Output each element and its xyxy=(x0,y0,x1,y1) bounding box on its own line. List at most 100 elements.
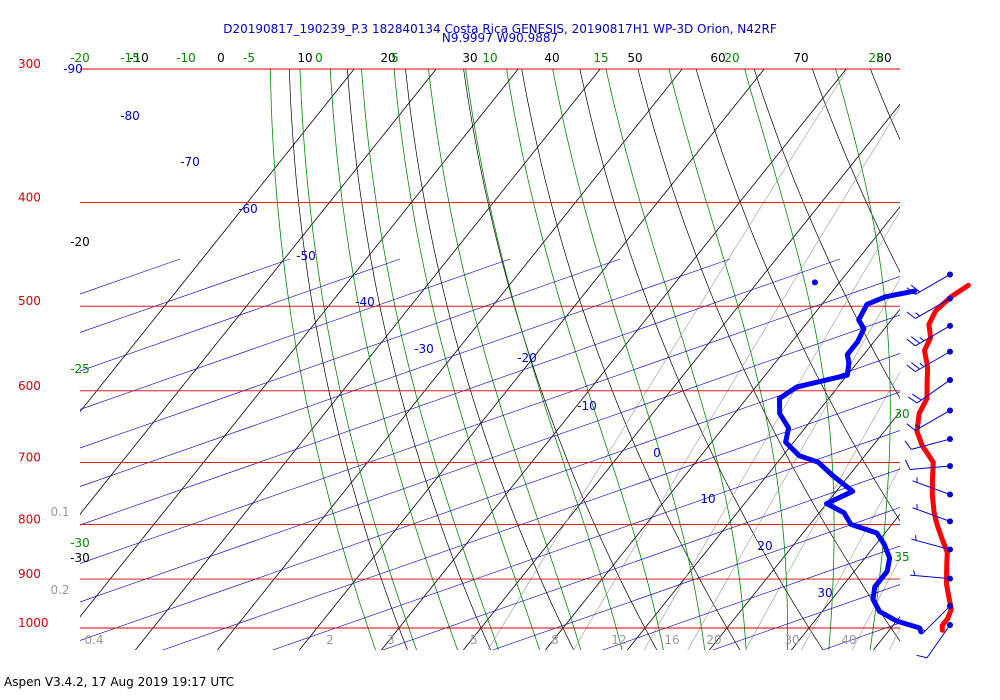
wind-barb-staff xyxy=(915,325,951,347)
wind-barb xyxy=(906,295,953,319)
moist-adiabat-label: -5 xyxy=(243,51,255,65)
moist-adiabat-label: 35 xyxy=(894,550,909,564)
wind-barb-staff xyxy=(916,379,951,404)
height-label: -90 xyxy=(63,62,83,76)
mixing-ratio-label: 20 xyxy=(706,633,721,647)
wind-barb xyxy=(910,570,953,582)
moist-adiabat-line xyxy=(506,69,664,650)
temp-axis-label: 50 xyxy=(627,51,642,65)
isotherm-line xyxy=(298,69,765,650)
dry-adiabat-line xyxy=(922,53,1000,655)
height-label: 0 xyxy=(653,446,661,460)
mixing-ratio-label: 30 xyxy=(784,633,799,647)
wind-barb-feather xyxy=(906,364,916,373)
wind-barb xyxy=(911,535,953,553)
isotherm-line xyxy=(544,206,900,650)
wind-barb-half-feather xyxy=(920,628,926,632)
mixing-ratio-label: 0.2 xyxy=(50,583,69,597)
height-label: 20 xyxy=(757,539,772,553)
isotherm-line xyxy=(462,103,900,650)
isotherm-line xyxy=(790,513,900,650)
moist-adiabat-label: 30 xyxy=(894,407,909,421)
mixing-ratio-line xyxy=(487,69,848,650)
moist-adiabat-line xyxy=(465,69,623,650)
footer-version: Aspen V3.4.2, 17 Aug 2019 19:17 UTC xyxy=(4,675,235,689)
height-line xyxy=(80,258,401,372)
isotherm-line xyxy=(80,69,437,515)
wind-barb-half-feather xyxy=(915,312,920,317)
moist-adiabat-line xyxy=(329,69,458,650)
mixing-ratio-line xyxy=(916,53,1000,655)
dry-adiabat-line xyxy=(811,69,900,273)
temp-axis-label: 10 xyxy=(297,51,312,65)
height-line xyxy=(821,622,900,650)
dry-adiabat-line xyxy=(579,69,824,650)
mixing-ratio-line xyxy=(888,628,900,650)
moist-adiabat-line xyxy=(393,69,541,650)
pressure-label: 300 xyxy=(18,57,41,71)
pressure-label: 700 xyxy=(18,450,41,464)
height-line xyxy=(601,545,900,650)
pressure-label: 500 xyxy=(18,294,41,308)
height-label: -10 xyxy=(577,399,597,413)
wind-barb-feather xyxy=(910,284,920,293)
pressure-label: 1000 xyxy=(18,616,49,630)
height-label: -80 xyxy=(120,109,140,123)
wind-barb-feather xyxy=(907,396,918,404)
temp-axis-label: 0 xyxy=(217,51,225,65)
moist-adiabat-label: 0 xyxy=(315,51,323,65)
isotherm-label: -30 xyxy=(70,551,90,565)
moist-adiabat-label: 15 xyxy=(593,51,608,65)
wind-barb-feather xyxy=(906,287,916,295)
wind-barb-feather xyxy=(904,459,911,470)
isotherm-line xyxy=(80,69,355,413)
height-line xyxy=(491,507,900,650)
moist-adiabat-label: -25 xyxy=(70,362,90,376)
height-line xyxy=(80,258,291,333)
dry-adiabat-line xyxy=(463,69,658,650)
wind-barb xyxy=(906,322,953,347)
moist-adiabat-line xyxy=(361,69,499,650)
mixing-ratio-line xyxy=(687,278,900,650)
wind-barb-staff xyxy=(910,574,951,580)
wind-barb-staff xyxy=(911,538,951,551)
mixing-ratio-line xyxy=(971,53,1000,655)
height-label: -50 xyxy=(296,249,316,263)
pressure-label: 800 xyxy=(18,512,41,526)
moist-adiabat-label: -15 xyxy=(120,51,140,65)
wind-barb xyxy=(912,477,953,498)
wind-barb xyxy=(906,348,953,373)
moist-adiabat-line xyxy=(299,69,417,650)
mixing-ratio-label: 8 xyxy=(551,633,559,647)
mixing-ratio-line xyxy=(801,466,900,650)
mixing-ratio-label: 12 xyxy=(611,633,626,647)
mixing-ratio-line xyxy=(643,210,900,650)
isobars xyxy=(80,68,900,629)
wind-barb-half-feather xyxy=(919,337,925,342)
moist-adiabat-line xyxy=(552,69,706,650)
wind-barb-staff xyxy=(915,410,951,431)
moist-adiabat-label: -30 xyxy=(70,536,90,550)
mixing-ratio-label: 0.4 xyxy=(84,633,103,647)
wind-barb-staff xyxy=(915,351,951,373)
temp-axis-label: 80 xyxy=(876,51,891,65)
wind-barb-staff xyxy=(912,480,951,495)
title-line-1: D20190817_190239_P.3 182840134 Costa Ric… xyxy=(223,22,777,36)
height-label: 10 xyxy=(700,492,715,506)
wind-barb-feather xyxy=(916,654,928,659)
isotherm-line xyxy=(626,308,900,650)
dry-adiabat-line xyxy=(870,69,900,141)
height-line xyxy=(80,314,900,603)
isotherm-line xyxy=(80,69,519,618)
isotherm-line xyxy=(380,69,847,650)
isotherm-label: -20 xyxy=(70,235,90,249)
wind-barb xyxy=(904,459,953,470)
wind-barb-half-feather xyxy=(915,535,917,541)
height-line xyxy=(271,430,900,650)
height-label: -70 xyxy=(180,155,200,169)
pressure-label: 900 xyxy=(18,567,41,581)
wind-barb-feather xyxy=(910,336,920,344)
height-line xyxy=(711,584,900,650)
title-line-2: N9.9997 W90.9887 xyxy=(441,31,559,45)
